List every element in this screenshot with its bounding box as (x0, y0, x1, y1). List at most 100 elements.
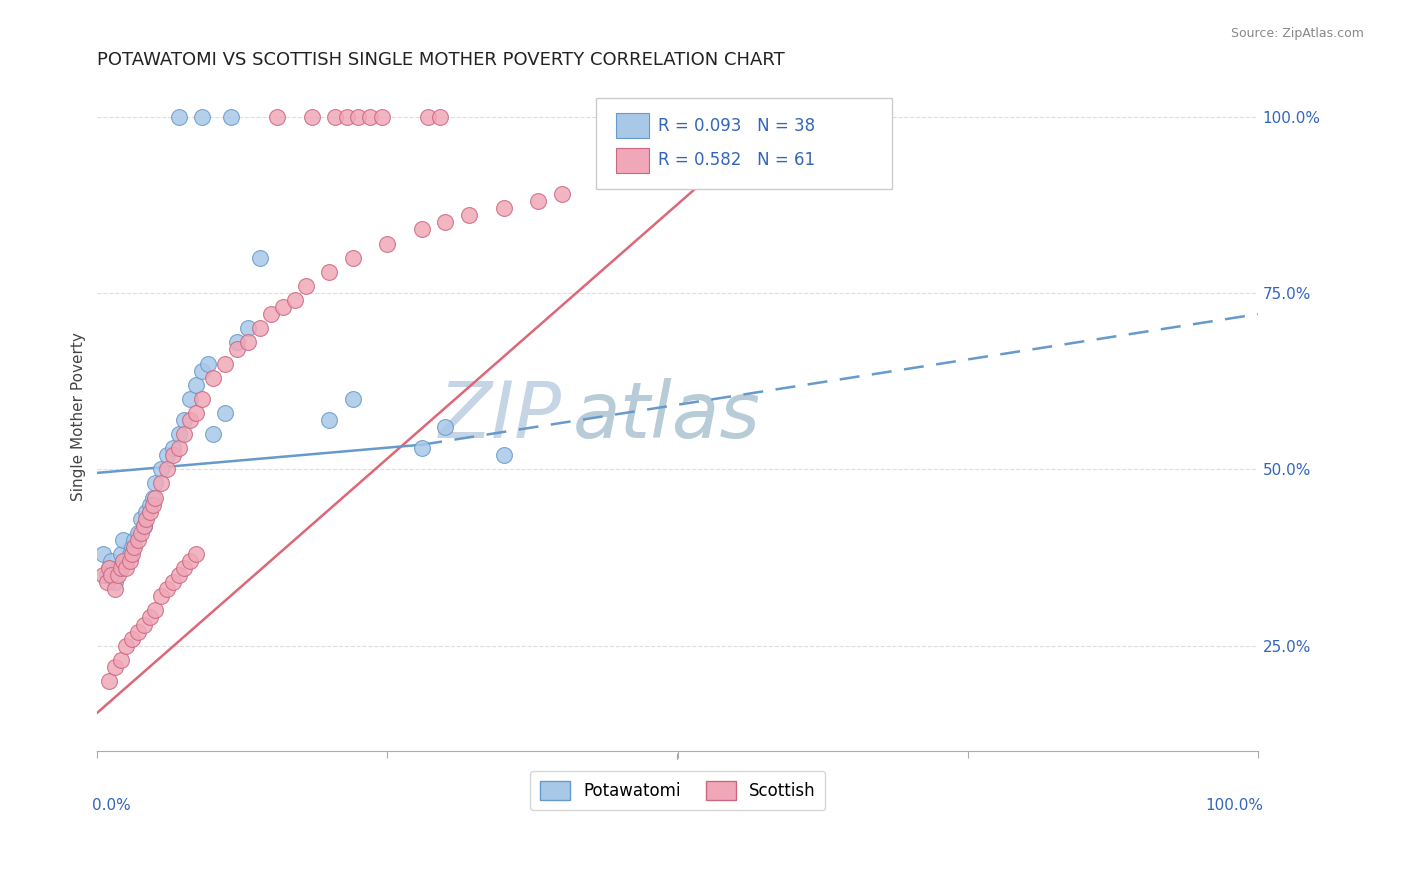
Point (150, 476, 173, 491)
Point (527, 194, 550, 209)
Point (96, 575, 118, 590)
Point (115, 639, 138, 653)
Point (167, 568, 190, 582)
Point (121, 632, 143, 646)
Point (104, 582, 127, 597)
Point (167, 441, 190, 455)
Point (100, 554, 122, 568)
Point (336, 110, 359, 124)
Point (219, 110, 242, 124)
FancyBboxPatch shape (616, 113, 648, 138)
Legend: Potawatomi, Scottish: Potawatomi, Scottish (530, 771, 825, 810)
Point (238, 321, 260, 335)
Point (184, 377, 207, 392)
Point (91, 568, 114, 582)
Point (107, 568, 129, 582)
Point (142, 498, 165, 512)
Point (550, 187, 572, 202)
Point (359, 110, 381, 124)
Point (104, 660, 127, 674)
Point (132, 518, 155, 533)
Point (191, 363, 214, 377)
Point (138, 498, 160, 512)
Point (97, 673, 120, 688)
Point (127, 525, 149, 540)
Point (173, 561, 195, 575)
Point (96, 568, 118, 582)
Point (191, 110, 214, 124)
Point (138, 505, 160, 519)
Point (124, 540, 146, 554)
Point (347, 110, 370, 124)
Point (718, 110, 741, 124)
Point (370, 110, 392, 124)
Point (184, 406, 207, 420)
Text: POTAWATOMI VS SCOTTISH SINGLE MOTHER POVERTY CORRELATION CHART: POTAWATOMI VS SCOTTISH SINGLE MOTHER POV… (97, 51, 785, 69)
Point (100, 568, 122, 582)
Point (202, 370, 225, 384)
Point (145, 476, 167, 491)
Text: 0.0%: 0.0% (91, 798, 131, 814)
Text: 100.0%: 100.0% (1205, 798, 1264, 814)
Point (318, 265, 340, 279)
Point (173, 427, 195, 442)
Point (156, 582, 179, 597)
Point (318, 413, 340, 427)
Point (179, 392, 201, 406)
Point (266, 110, 288, 124)
Point (121, 540, 143, 554)
Point (492, 202, 515, 216)
Point (492, 448, 515, 462)
Point (97, 561, 120, 575)
Point (323, 110, 346, 124)
Point (249, 321, 271, 335)
Point (162, 575, 184, 590)
Point (342, 392, 364, 406)
Point (97, 561, 120, 575)
Point (118, 554, 141, 568)
Point (167, 427, 190, 442)
Point (434, 420, 457, 434)
Y-axis label: Single Mother Poverty: Single Mother Poverty (72, 332, 86, 500)
Point (104, 575, 127, 590)
Point (138, 610, 160, 624)
Point (115, 561, 138, 575)
Point (214, 357, 236, 371)
Point (127, 533, 149, 547)
Point (124, 533, 146, 547)
Point (214, 406, 236, 420)
Point (416, 110, 439, 124)
Point (115, 554, 138, 568)
Point (411, 222, 433, 236)
FancyBboxPatch shape (596, 98, 893, 188)
Point (249, 251, 271, 265)
Text: R = 0.582   N = 61: R = 0.582 N = 61 (658, 152, 815, 169)
Point (131, 511, 153, 525)
Point (132, 617, 155, 632)
Point (142, 491, 165, 505)
Point (225, 335, 247, 350)
Point (110, 653, 132, 667)
Point (107, 561, 129, 575)
Point (202, 427, 225, 442)
Point (225, 343, 247, 357)
Point (191, 392, 214, 406)
Text: ZIP: ZIP (439, 378, 561, 454)
Point (91, 547, 114, 561)
Text: atlas: atlas (574, 378, 761, 454)
Point (127, 624, 149, 639)
Point (110, 561, 132, 575)
Point (271, 300, 294, 314)
Point (429, 110, 451, 124)
Point (110, 547, 132, 561)
Point (434, 215, 457, 229)
Point (411, 441, 433, 455)
Point (377, 236, 399, 251)
Point (238, 335, 260, 350)
Point (150, 462, 173, 476)
Point (135, 505, 157, 519)
Point (301, 110, 323, 124)
Point (156, 448, 179, 462)
Point (156, 462, 179, 476)
Point (145, 603, 167, 617)
